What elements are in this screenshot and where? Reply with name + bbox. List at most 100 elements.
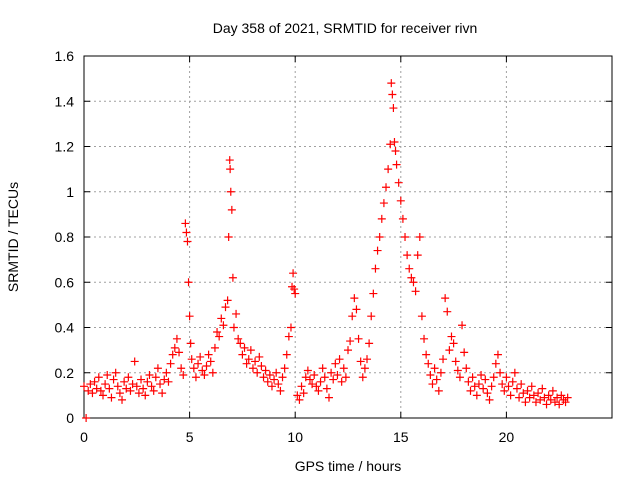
data-point [299, 389, 308, 398]
data-point [479, 384, 488, 393]
data-point [422, 350, 431, 359]
data-point [164, 377, 173, 386]
data-point [389, 104, 398, 113]
data-point [493, 350, 502, 359]
data-point [487, 382, 496, 391]
data-point [544, 391, 553, 400]
data-point [472, 391, 481, 400]
data-point [466, 386, 475, 395]
data-point [276, 386, 285, 395]
data-point [515, 393, 524, 402]
data-point [474, 380, 483, 389]
data-point [434, 386, 443, 395]
data-point [168, 350, 177, 359]
data-point [523, 386, 532, 395]
data-point [153, 364, 162, 373]
data-point [200, 371, 209, 380]
data-point [409, 278, 418, 287]
data-point [234, 334, 243, 343]
data-point [405, 264, 414, 273]
x-tick-label: 20 [499, 429, 515, 445]
data-point [181, 219, 190, 228]
data-point [137, 375, 146, 384]
data-point [382, 183, 391, 192]
data-point [369, 289, 378, 298]
data-point [305, 375, 314, 384]
data-point [481, 375, 490, 384]
data-point [394, 178, 403, 187]
data-point [318, 364, 327, 373]
data-point [80, 382, 88, 391]
data-point [341, 373, 350, 382]
data-point [455, 373, 464, 382]
data-point [521, 398, 530, 407]
data-point [377, 214, 386, 223]
data-point [512, 384, 521, 393]
data-point [255, 352, 264, 361]
y-tick-label: 1.4 [55, 93, 75, 109]
data-point [227, 205, 236, 214]
y-axis-label: SRMTID / TECUs [5, 182, 21, 292]
data-point [210, 343, 219, 352]
data-point [280, 364, 289, 373]
data-point [542, 400, 551, 409]
data-point [498, 380, 507, 389]
data-point [111, 368, 120, 377]
data-point [179, 371, 188, 380]
data-point [248, 364, 257, 373]
data-point [445, 346, 454, 355]
data-point [555, 400, 564, 409]
data-point [124, 373, 133, 382]
data-point [257, 361, 266, 370]
data-point [331, 359, 340, 368]
data-point [265, 371, 274, 380]
data-point [105, 384, 114, 393]
data-point [215, 332, 224, 341]
data-point [177, 364, 186, 373]
x-tick-label: 15 [393, 429, 409, 445]
data-point [553, 393, 562, 402]
tick-labels: 0 0.2 0.4 0.6 0.8 1 1.2 1.4 1.6 0 5 10 15 20 [55, 48, 515, 445]
data-point [504, 382, 513, 391]
data-point [103, 371, 112, 380]
data-point [451, 357, 460, 366]
data-point [329, 375, 338, 384]
data-point [160, 375, 169, 384]
data-point [354, 334, 363, 343]
data-point [282, 350, 291, 359]
data-point [506, 391, 515, 400]
data-point [156, 380, 165, 389]
data-point [141, 391, 150, 400]
data-point [204, 350, 213, 359]
data-point [449, 339, 458, 348]
data-point [244, 355, 253, 364]
data-point [546, 395, 555, 404]
data-point [538, 384, 547, 393]
data-point [263, 377, 272, 386]
data-point [314, 386, 323, 395]
data-point [145, 371, 154, 380]
data-point [436, 368, 445, 377]
data-point [172, 334, 181, 343]
data-point [185, 312, 194, 321]
data-point [324, 393, 333, 402]
data-point [387, 79, 396, 88]
data-points [80, 79, 572, 422]
data-point [290, 285, 299, 294]
data-point [226, 165, 235, 174]
grid-lines [84, 56, 612, 418]
data-point [221, 303, 230, 312]
data-point [534, 389, 543, 398]
data-point [130, 357, 139, 366]
data-point [149, 386, 158, 395]
data-point [293, 391, 302, 400]
data-point [126, 386, 135, 395]
data-point [483, 389, 492, 398]
data-point [460, 348, 469, 357]
data-point [295, 395, 304, 404]
data-point [529, 391, 538, 400]
data-point [396, 196, 405, 205]
data-point [358, 373, 367, 382]
data-point [213, 328, 222, 337]
